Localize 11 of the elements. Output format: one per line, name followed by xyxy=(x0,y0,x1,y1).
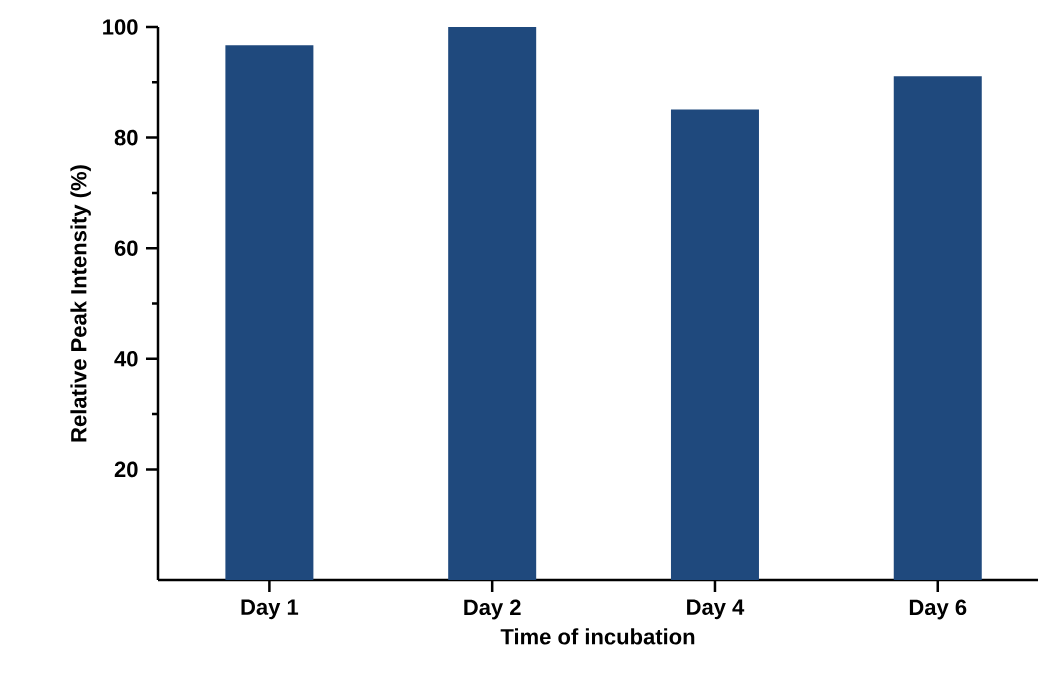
y-tick-label: 40 xyxy=(114,351,138,367)
y-tick-label: 60 xyxy=(114,240,138,256)
y-tick-label: 80 xyxy=(114,129,138,146)
x-axis-title: Time of incubation xyxy=(500,628,695,645)
y-axis-title: Relative Peak Intensity (%) xyxy=(70,165,91,442)
y-tick-label: 20 xyxy=(114,461,138,478)
x-tick-label: Day 1 xyxy=(241,599,299,620)
x-tick-label: Day 2 xyxy=(464,599,521,620)
y-tick-label: 100 xyxy=(103,19,138,35)
x-tick-label: Day 6 xyxy=(909,599,967,620)
x-tick-label: Day 4 xyxy=(687,599,745,620)
